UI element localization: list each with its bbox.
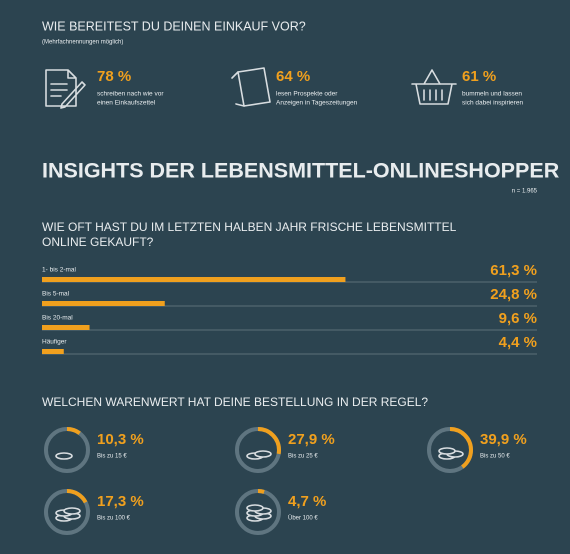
coin xyxy=(55,452,73,460)
coin-icon xyxy=(246,450,272,460)
coin-icon xyxy=(55,452,73,460)
bar xyxy=(42,277,346,282)
bar xyxy=(42,301,165,306)
stat-text: schreiben nach wie vor xyxy=(97,91,164,98)
bar-value: 4,4 % xyxy=(499,334,537,351)
flyer-icon xyxy=(231,67,271,107)
donut-arc xyxy=(44,489,90,535)
bar-label: Bis 5-mal xyxy=(42,291,70,298)
stat-text: einen Einkaufszettel xyxy=(97,100,156,107)
question: WELCHEN WARENWERT HAT DEINE BESTELLUNG I… xyxy=(42,395,428,409)
stat-text: bummeln und lassen xyxy=(462,91,522,98)
section-title: WIE BEREITEST DU DEINEN EINKAUF VOR? xyxy=(42,19,306,33)
headline: INSIGHTS DER LEBENSMITTEL-ONLINESHOPPER xyxy=(42,159,560,183)
sample-size: n = 1.965 xyxy=(512,189,538,195)
stat-value: 61 % xyxy=(462,68,496,85)
donut-label: Bis zu 50 € xyxy=(480,454,510,460)
stat-value: 64 % xyxy=(276,68,310,85)
note: (Mehrfachnennungen möglich) xyxy=(42,40,123,46)
bar xyxy=(42,325,90,330)
coin xyxy=(438,447,456,455)
basket-icon xyxy=(411,69,457,105)
question: WIE OFT HAST DU IM LETZTEN HALBEN JAHR F… xyxy=(42,220,457,234)
donut-arc xyxy=(427,427,473,473)
donut-arc xyxy=(44,427,90,473)
stat-text: sich dabei inspirieren xyxy=(462,100,523,107)
coin xyxy=(246,504,264,512)
coin-icon xyxy=(55,507,81,522)
stat-text: lesen Prospekte oder xyxy=(276,91,338,98)
stat-value: 78 % xyxy=(97,68,131,85)
donut-value: 4,7 % xyxy=(288,493,326,510)
coin-icon xyxy=(438,447,464,460)
coin-icon xyxy=(246,504,272,522)
question: ONLINE GEKAUFT? xyxy=(42,235,154,249)
donut-value: 27,9 % xyxy=(288,431,335,448)
donut-label: Bis zu 100 € xyxy=(97,516,131,522)
list-icon xyxy=(45,69,86,109)
donut-label: Bis zu 25 € xyxy=(288,454,318,460)
donut-value: 10,3 % xyxy=(97,431,144,448)
donut-label: Bis zu 15 € xyxy=(97,454,127,460)
donut-value: 17,3 % xyxy=(97,493,144,510)
bar-label: Häufiger xyxy=(42,339,67,346)
bar xyxy=(42,349,64,354)
donut-label: Über 100 € xyxy=(288,515,318,522)
bar-value: 61,3 % xyxy=(490,262,537,279)
donut-value: 39,9 % xyxy=(480,431,527,448)
bar-value: 9,6 % xyxy=(499,310,537,327)
bar-label: 1- bis 2-mal xyxy=(42,267,77,274)
bar-value: 24,8 % xyxy=(490,286,537,303)
coin xyxy=(254,450,272,458)
donut-arc xyxy=(235,427,281,473)
coin xyxy=(63,507,81,515)
stat-text: Anzeigen in Tageszeitungen xyxy=(276,100,358,107)
donut-arc xyxy=(235,489,281,535)
bar-label: Bis 20-mal xyxy=(42,315,73,322)
